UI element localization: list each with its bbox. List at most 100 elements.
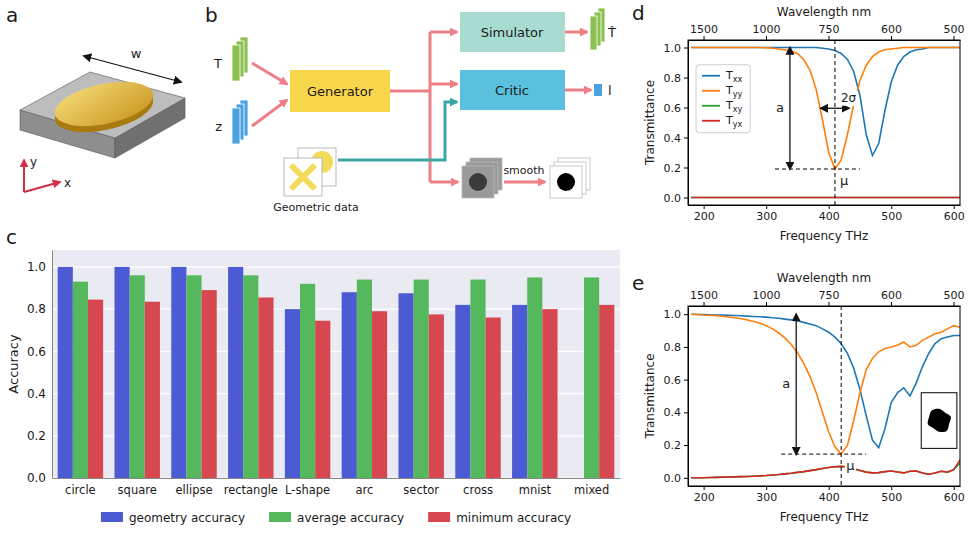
series-line: [691, 197, 960, 199]
legend-item: Tyy: [702, 84, 742, 99]
legend-swatch: [702, 105, 720, 107]
tick-label: 400: [819, 491, 840, 504]
tick: 0.2: [27, 429, 52, 443]
legend-label: Tyy: [725, 84, 742, 99]
panel-label: c: [6, 225, 17, 249]
tick: 0.0: [27, 471, 52, 485]
tick: 1.0: [664, 42, 689, 55]
x2-axis: 15001000750600500: [689, 23, 965, 41]
tick-label: 0.6: [664, 102, 682, 115]
bar: [357, 280, 372, 478]
axis-title: Transmittance: [643, 80, 657, 166]
x-axis: circlesquareellipserectangleL-shapearcse…: [53, 478, 621, 497]
tick: 0.0: [664, 472, 689, 485]
tick: mnist: [519, 478, 552, 497]
tick: 600: [881, 289, 902, 306]
panel-a: wxy: [20, 46, 185, 192]
bar: [88, 300, 103, 478]
tick: 0.8: [27, 302, 52, 316]
legend-item: Txy: [702, 99, 742, 114]
series-line: [691, 460, 960, 478]
level-line: [775, 169, 860, 170]
annotations: μa: [781, 306, 866, 486]
tick-label: 0.2: [27, 429, 46, 443]
tick: sector: [403, 478, 439, 497]
x2-axis: 15001000750600500: [689, 289, 965, 307]
tick: 0.2: [664, 439, 689, 452]
panel-label: d: [632, 1, 645, 25]
legend-item: geometry accuracy: [101, 511, 245, 525]
tick-label: 0.2: [664, 439, 682, 452]
y-axis: 0.00.20.40.60.81.0: [664, 41, 689, 206]
legend-swatch: [702, 75, 720, 77]
axis-title: Transmittance: [643, 353, 657, 439]
tick-label: 0.8: [27, 302, 46, 316]
tick: 1.0: [27, 260, 52, 274]
tick: 0.8: [664, 341, 689, 354]
axis-name: x: [64, 176, 71, 190]
tick-label: 500: [943, 23, 964, 36]
tick-mark: [829, 302, 830, 306]
panel-label: b: [205, 3, 218, 27]
legend-swatch: [269, 512, 291, 522]
tick: 750: [819, 289, 840, 306]
plot-frame: [688, 306, 960, 486]
tick-label: 500: [881, 210, 902, 223]
tick: ellipse: [175, 478, 212, 497]
label-background: [781, 376, 792, 392]
tick-label: 200: [694, 491, 715, 504]
tick-label: 300: [756, 210, 777, 223]
generator-box: [290, 70, 390, 112]
arrow: [252, 63, 287, 84]
bar: [258, 298, 273, 479]
tick-mark: [684, 445, 688, 446]
tick-label: rectangle: [224, 483, 278, 497]
bar: [527, 277, 542, 478]
tick-label: 1500: [690, 289, 718, 302]
arrow: [789, 48, 790, 170]
tick: 0.4: [664, 132, 689, 145]
arrow: [24, 182, 60, 192]
tick-label: arc: [355, 483, 373, 497]
tick-label: 600: [881, 23, 902, 36]
bar: [58, 267, 73, 478]
tick-mark: [953, 302, 954, 306]
arrow: [430, 31, 457, 34]
tick-label: cross: [463, 483, 493, 497]
tick-label: 0.8: [664, 341, 682, 354]
image: [550, 166, 582, 198]
legend-label: Tyx: [725, 114, 742, 129]
axis-title: Wavelength nm: [777, 271, 871, 285]
y-axis: 0.00.20.40.60.81.0: [27, 251, 53, 486]
axis-title: Frequency THz: [780, 229, 868, 243]
tick-mark: [684, 108, 688, 109]
tick-label: 200: [694, 210, 715, 223]
box-label: Simulator: [481, 25, 544, 40]
tick: 0.6: [27, 345, 52, 359]
tick: 200: [694, 486, 715, 504]
bar: [470, 280, 485, 478]
inset-shape: [928, 409, 951, 432]
input-stack: [232, 45, 240, 81]
legend-swatch: [101, 512, 123, 522]
series-line: [691, 314, 960, 454]
image-label: Geometric data: [273, 201, 359, 214]
legend-frame: [696, 65, 750, 133]
tick-label: mnist: [519, 483, 552, 497]
tick: 1500: [690, 289, 718, 306]
axis-line: [688, 41, 689, 206]
arrow: [796, 314, 797, 454]
center-line: [841, 306, 842, 486]
arrow: [565, 31, 587, 34]
bar: [584, 277, 599, 478]
tick: 750: [819, 23, 840, 40]
bar: [512, 305, 527, 478]
arrow: [504, 181, 545, 184]
bar: [455, 305, 470, 478]
tick: 1500: [690, 23, 718, 40]
tick: 600: [944, 205, 965, 223]
tick-label: 1000: [753, 289, 781, 302]
arrow: [252, 100, 287, 126]
panel-label: e: [632, 271, 644, 295]
axis-line: [52, 251, 53, 479]
